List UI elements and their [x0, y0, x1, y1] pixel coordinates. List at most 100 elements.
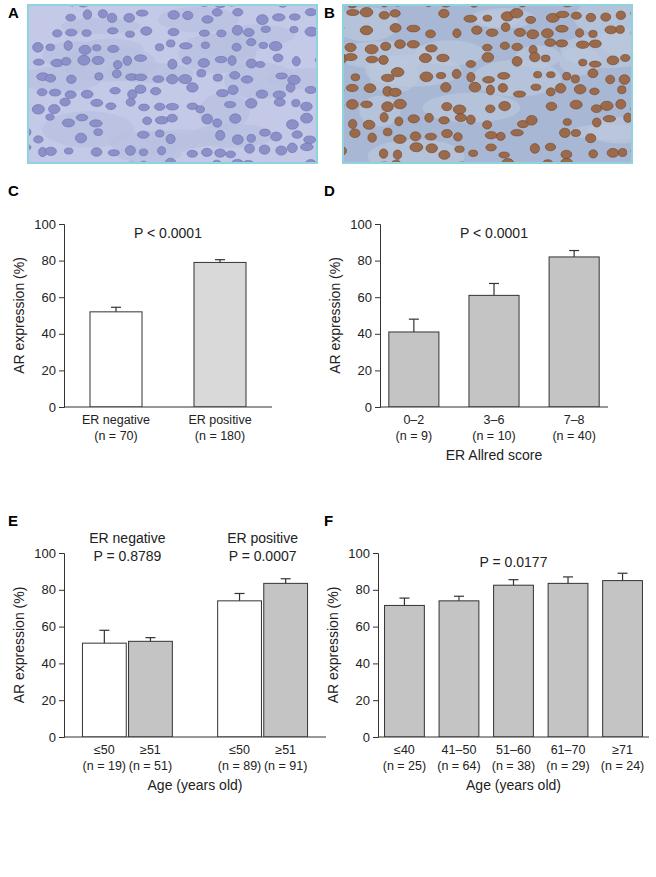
x-tick-label: ER negative(n = 70)	[82, 413, 150, 443]
nucleus	[616, 26, 624, 34]
y-axis: 020406080100	[348, 546, 378, 745]
y-tick-label: 40	[356, 656, 370, 671]
y-tick: 40	[356, 656, 378, 671]
nucleus	[496, 132, 505, 140]
bar	[549, 257, 599, 407]
bar	[129, 641, 173, 737]
nucleus	[246, 99, 257, 109]
nucleus	[555, 83, 565, 93]
nucleus	[379, 149, 387, 158]
nucleus	[75, 133, 86, 143]
nucleus	[360, 8, 373, 17]
error-bar-cap	[563, 576, 573, 577]
nucleus	[106, 103, 116, 110]
nucleus	[382, 102, 394, 112]
error-bar-cap	[618, 573, 628, 574]
nucleus	[269, 42, 282, 51]
y-tick-label: 60	[356, 619, 370, 634]
bar	[603, 581, 643, 737]
nucleus	[187, 150, 197, 157]
nucleus	[556, 40, 568, 47]
nucleus	[179, 75, 192, 84]
y-tick-label: 20	[42, 363, 56, 378]
nucleus	[601, 13, 611, 21]
panel-label: B	[324, 4, 335, 21]
y-tick-mark	[59, 407, 64, 408]
y-tick-label: 40	[358, 326, 372, 341]
bar	[218, 601, 262, 737]
y-tick-label: 0	[49, 400, 56, 415]
error-bar-stem	[239, 593, 240, 600]
nucleus	[563, 72, 571, 80]
panel-label: F	[324, 512, 333, 529]
error-bar-cap	[215, 259, 225, 260]
chart-panel: 020406080100≤40(n = 25)41–50(n = 64)51–6…	[324, 512, 649, 793]
nucleus	[139, 104, 150, 111]
y-tick-mark	[59, 297, 64, 298]
error-bar-cap	[281, 578, 291, 579]
y-tick: 0	[365, 400, 380, 415]
nucleus	[155, 116, 168, 124]
x-tick-label: ≥51(n = 91)	[264, 743, 307, 773]
nucleus	[233, 9, 243, 17]
nucleus	[201, 42, 209, 49]
nucleus	[153, 76, 164, 83]
nucleus	[78, 55, 90, 65]
y-tick: 80	[356, 582, 378, 597]
bar	[439, 601, 479, 737]
group-label: ER positive	[227, 530, 298, 546]
nucleus	[350, 129, 360, 138]
nucleus	[618, 86, 626, 94]
nucleus	[166, 103, 178, 110]
y-tick: 20	[358, 363, 380, 378]
nucleus	[217, 89, 229, 96]
nucleus	[619, 75, 630, 85]
nucleus	[545, 143, 555, 151]
error-bar-stem	[622, 573, 623, 580]
nucleus	[453, 29, 461, 38]
error-bar-cap	[399, 597, 409, 598]
nucleus	[381, 42, 391, 50]
nucleus	[136, 10, 148, 16]
nucleus	[273, 91, 285, 98]
y-tick-mark	[375, 297, 380, 298]
nucleus	[513, 91, 525, 97]
nucleus	[247, 39, 256, 46]
y-tick-label: 40	[42, 656, 56, 671]
image-border	[28, 5, 317, 163]
nucleus	[151, 87, 161, 94]
nucleus	[501, 23, 510, 32]
error-bar-cap	[454, 596, 464, 597]
nucleus	[168, 59, 177, 69]
nucleus	[226, 151, 236, 158]
nucleus	[168, 11, 179, 20]
nucleus	[82, 30, 91, 37]
nucleus	[202, 148, 213, 156]
nucleus	[589, 30, 597, 37]
nucleus	[546, 88, 555, 96]
nucleus	[426, 45, 438, 52]
nucleus	[439, 9, 449, 18]
nucleus	[108, 150, 119, 156]
image-panel	[15, 0, 352, 172]
panel-label: C	[8, 182, 19, 199]
error-bar-stem	[285, 579, 286, 584]
error-bar-cap	[99, 630, 109, 631]
error-bar-cap	[111, 307, 121, 308]
nucleus	[345, 43, 356, 51]
nucleus	[301, 102, 313, 111]
panel-label: E	[8, 512, 18, 529]
chart-panel: 0204060801000–2(n = 9)3–6(n = 10)7–8(n =…	[324, 182, 608, 463]
nucleus	[196, 106, 204, 113]
nucleus	[158, 147, 166, 155]
nucleus	[381, 74, 394, 81]
x-axis-line	[64, 407, 272, 408]
nucleus	[575, 29, 583, 38]
x-tick-label: 3–6(n = 10)	[472, 413, 515, 443]
nucleus	[33, 43, 43, 53]
nucleus	[273, 54, 283, 62]
error-bar-stem	[574, 251, 575, 257]
y-tick-label: 80	[42, 253, 56, 268]
error-bar	[145, 638, 155, 642]
x-tick-label: ≤50(n = 89)	[218, 743, 261, 773]
